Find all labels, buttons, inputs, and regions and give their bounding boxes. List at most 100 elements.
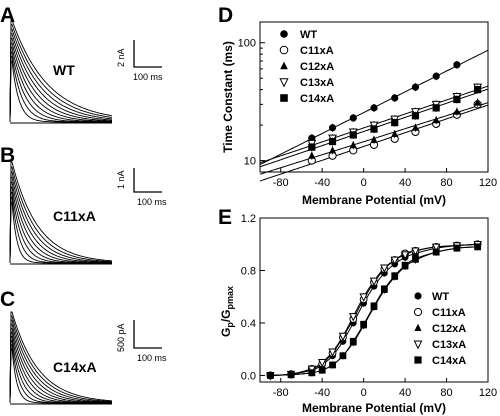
data-point (380, 285, 388, 293)
x-axis-label-e: Membrane Potential (mV) (302, 401, 446, 415)
x-tick-label: -40 (314, 387, 330, 399)
current-traces-b (9, 161, 113, 265)
data-point (432, 116, 440, 124)
data-point (349, 337, 357, 345)
x-tick-label: 40 (399, 177, 411, 189)
current-trace (9, 47, 112, 123)
y-tick-label: 0.8 (241, 265, 256, 277)
scale-bar-x-label-a: 100 ms (133, 72, 163, 82)
current-trace (9, 323, 112, 404)
y-tick-label: 0.0 (241, 370, 256, 382)
data-point (453, 61, 461, 69)
y-axis-label-e-sub2: pmax (225, 286, 235, 310)
data-point (370, 135, 378, 143)
legend-label: C12xA (300, 61, 334, 73)
y-axis-label-e-mid: /G (219, 309, 233, 322)
legend-label: C12xA (432, 323, 466, 335)
scale-bar-b (133, 168, 162, 193)
data-point (414, 356, 422, 364)
data-point (453, 95, 461, 104)
current-trace (9, 311, 113, 404)
data-point (413, 307, 423, 317)
scale-bar-a (133, 40, 162, 68)
x-axis-label-d: Membrane Potential (mV) (302, 193, 446, 207)
current-trace (9, 24, 113, 123)
data-point (280, 94, 288, 102)
current-trace (9, 19, 113, 123)
x-tick-label: 120 (479, 177, 497, 189)
x-tick-label: -40 (314, 177, 330, 189)
current-trace (9, 28, 113, 123)
data-point (380, 264, 389, 273)
current-trace (9, 171, 112, 264)
y-axis-label-e-main: G (219, 328, 233, 337)
data-point (349, 131, 357, 139)
data-point (287, 371, 295, 379)
fit-curve (270, 243, 478, 376)
data-point (474, 86, 482, 94)
current-trace (9, 161, 113, 264)
panel-letter-b: B (0, 144, 15, 167)
current-trace (9, 181, 112, 264)
condition-label-b: C11xA (53, 208, 96, 224)
data-point (370, 302, 378, 310)
legend-label: C11xA (300, 45, 334, 57)
data-point (431, 243, 441, 252)
data-point (329, 361, 336, 369)
current-trace (9, 42, 112, 123)
data-point (411, 247, 420, 256)
data-point (411, 123, 420, 131)
x-tick-label: 80 (440, 177, 452, 189)
data-points-e (266, 240, 482, 381)
data-point (453, 107, 461, 115)
data-point (391, 272, 399, 280)
data-point (391, 129, 399, 138)
data-point (266, 372, 274, 379)
x-tick-label: -80 (273, 387, 289, 399)
y-axis-label-d: Time Constant (ms) (221, 41, 235, 153)
data-point (391, 94, 399, 102)
condition-label-c: C14xA (53, 359, 97, 375)
current-trace (9, 315, 113, 404)
legend-label: C13xA (300, 77, 334, 89)
current-traces-c (9, 311, 113, 405)
data-point (349, 313, 358, 322)
legend-d: WT C11xA C12xA C13xA C14xA (279, 29, 334, 105)
legend-label: C13xA (432, 339, 466, 351)
data-point (369, 277, 379, 287)
panel-a: A WT 2 nA 100 ms (0, 4, 163, 124)
current-trace (9, 37, 112, 123)
data-point (414, 292, 422, 300)
data-point (400, 251, 410, 260)
axis-ticks-e: -80 -40 0 40 80 120 0.0 0.4 0.8 1.2 (241, 213, 497, 399)
data-point (474, 243, 482, 251)
legend-label: WT (432, 291, 449, 303)
data-point (432, 104, 440, 112)
plot-frame-d (259, 21, 489, 173)
data-point (328, 348, 337, 357)
fit-curve (270, 243, 478, 376)
data-point (432, 72, 440, 80)
data-point (349, 114, 357, 122)
legend-label: C14xA (432, 355, 466, 367)
scale-bar-y-label-b: 1 nA (116, 170, 126, 189)
scale-bar-y-label-c: 500 pA (116, 323, 126, 352)
data-point (412, 255, 419, 263)
x-tick-label: 80 (440, 387, 452, 399)
current-trace (9, 327, 112, 404)
y-tick-label: 1.2 (241, 213, 256, 225)
legend-label: C11xA (432, 307, 466, 319)
scale-bar-y-label-a: 2 nA (116, 48, 126, 67)
current-trace (9, 166, 112, 264)
panel-b: B C11xA 1 nA 100 ms (0, 144, 167, 265)
legend-e: WT C11xA C12xA C13xA C14xA (413, 291, 466, 367)
fit-curves-e (270, 243, 478, 376)
axis-ticks-d: -80 -40 0 40 80 120 10 100 (238, 38, 498, 189)
legend-label: WT (300, 29, 317, 41)
data-point (411, 112, 420, 120)
data-point (359, 293, 368, 302)
plot-frame-e (259, 217, 489, 383)
data-point (328, 137, 337, 146)
data-point (339, 352, 347, 360)
